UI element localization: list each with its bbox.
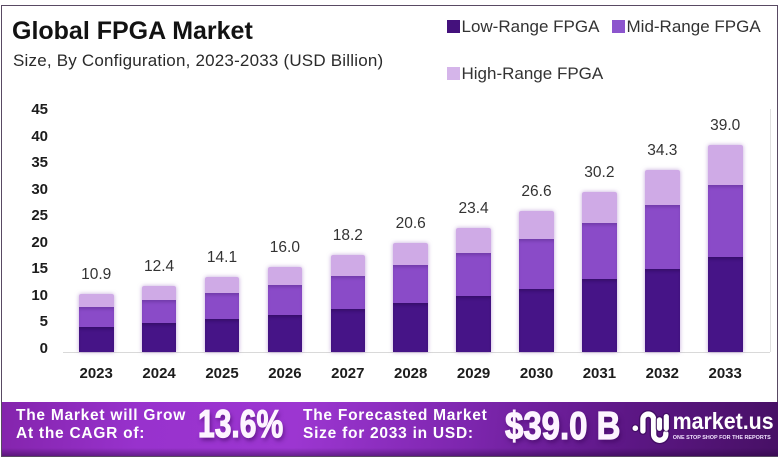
svg-text:market.us: market.us bbox=[673, 408, 774, 434]
svg-text:ONE STOP SHOP FOR THE REPORTS: ONE STOP SHOP FOR THE REPORTS bbox=[673, 435, 771, 441]
